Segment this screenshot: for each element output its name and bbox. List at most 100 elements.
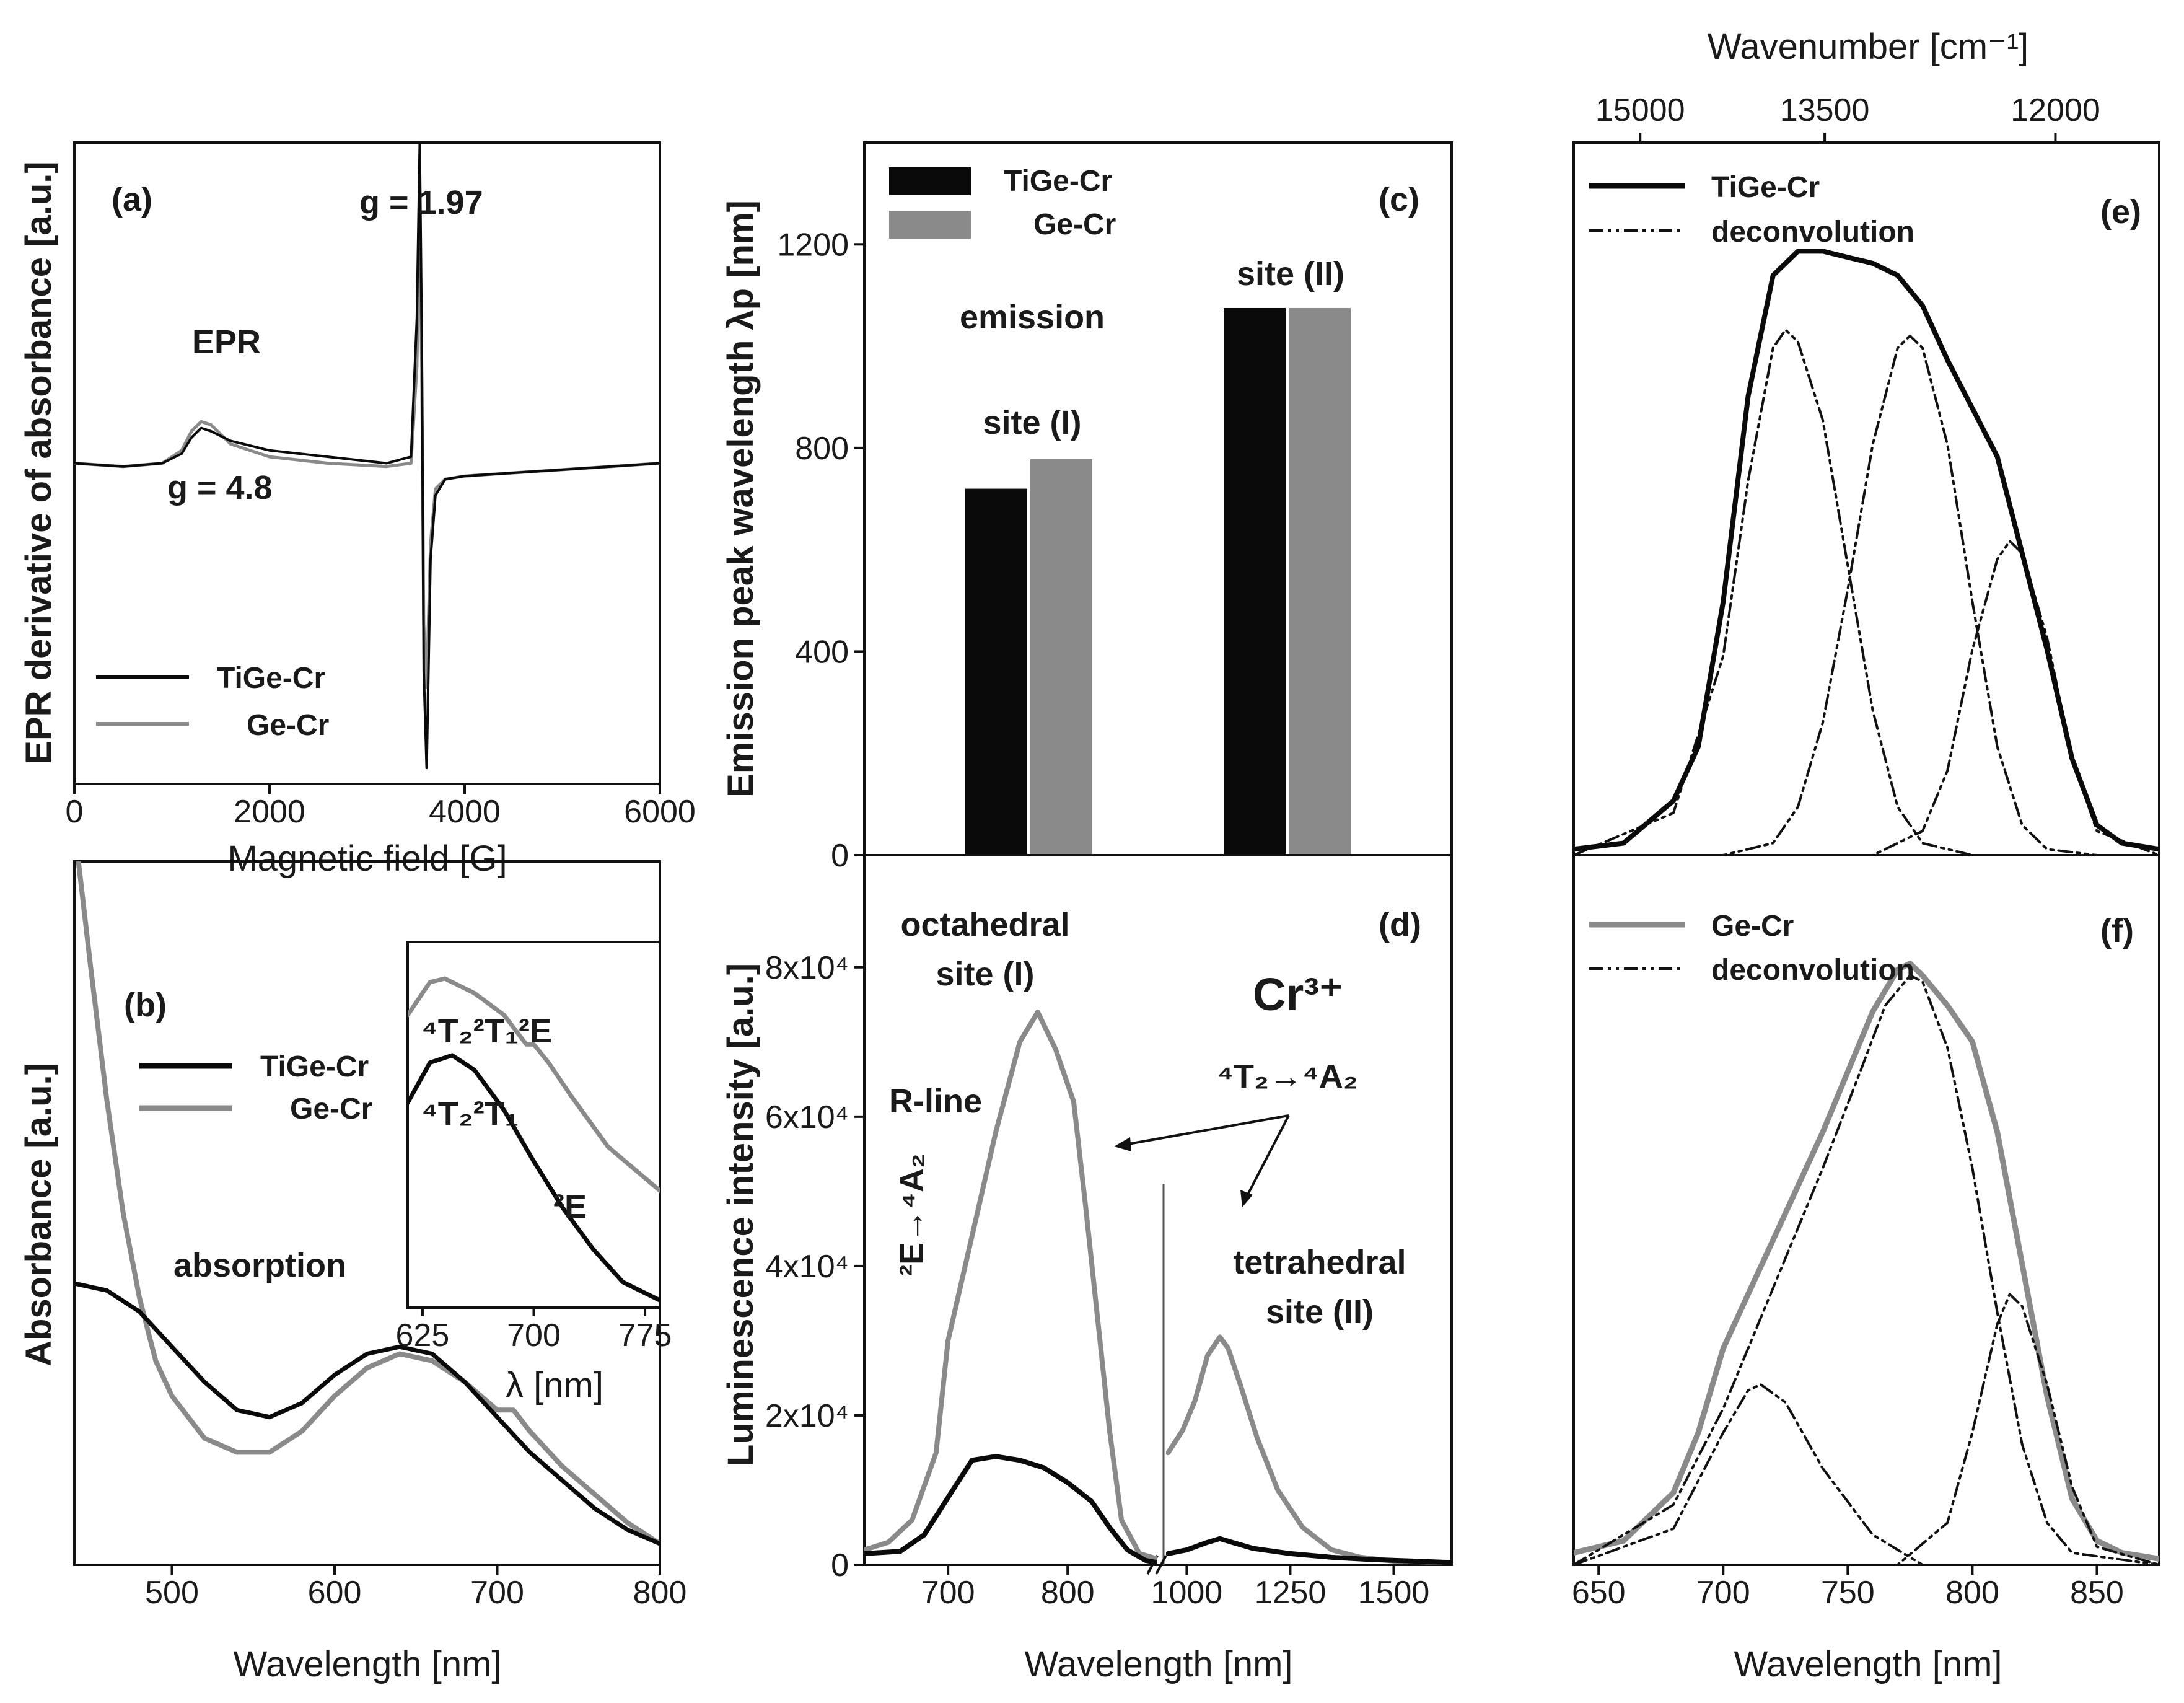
panel-f-x-ticks: 650 700 750 800 850 (1572, 1565, 2124, 1611)
bar-tige-cr-site-i (965, 488, 1027, 855)
legend-c-swatch-tige (889, 167, 971, 195)
legend-c-ge: Ge-Cr (1033, 208, 1116, 241)
deconv-f-series-ge-cr (1574, 961, 2159, 1562)
inset-label-tige: ⁴T₂²T₁ (421, 1095, 519, 1132)
emission-label: emission (960, 299, 1105, 336)
panel-b-ylabel: Absorbance [a.u.] (19, 1063, 59, 1366)
luminescence-left-series-tige-cr (864, 1454, 1157, 1565)
panel-f-series (1574, 961, 2159, 1565)
inset-frame (406, 941, 661, 1309)
panel-c: 0 400 800 1200 (c) TiGe-Cr Ge-Cr emission s… (721, 141, 1453, 874)
deconv-e-series-deconvolution-2 (1574, 334, 2159, 855)
legend-e-tige: TiGe-Cr (1711, 171, 1820, 204)
deconv-f-series-deconvolution-1 (1574, 1383, 2159, 1565)
luminescence-x-right-tick-label: 1250 (1255, 1575, 1327, 1611)
panel-a-x-ticks: 0 2000 4000 6000 (66, 784, 696, 830)
legend-f-deconv: deconvolution (1711, 954, 1914, 987)
legend-b-ge: Ge-Cr (290, 1093, 372, 1125)
luminescence-y-tick-label: 0 (831, 1547, 849, 1583)
panel-d-ylabel: Luminescence intensity [a.u.] (721, 963, 761, 1466)
octahedral-label: octahedral (900, 906, 1069, 943)
legend-c-swatch-ge (889, 211, 971, 239)
arrow-head-octahedral (1114, 1137, 1131, 1151)
panel-b-x-ticks: 500 600 700 800 (145, 1565, 686, 1611)
inset-x-tick-label: 625 (396, 1318, 450, 1353)
wavenumber-tick-label: 13500 (1780, 92, 1870, 128)
cr3-ion-label: Cr³⁺ (1253, 969, 1343, 1020)
deconv-x-tick-label: 700 (1696, 1575, 1750, 1611)
panel-c-frame (863, 141, 1453, 856)
deconv-x-tick-label: 850 (2070, 1575, 2124, 1611)
deconv-f-series-deconvolution-3 (1574, 1293, 2159, 1565)
absorption-label: absorption (173, 1247, 346, 1284)
r-line-label: R-line (889, 1083, 982, 1120)
panel-b-series (74, 861, 660, 1546)
luminescence-x-right-tick-label: 1500 (1358, 1575, 1430, 1611)
arrow-head-tetrahedral (1240, 1190, 1253, 1207)
panel-b: 500 600 700 800 (b) TiGe-Cr Ge-Cr absorptio… (19, 860, 686, 1684)
luminescence-right-series-tige-cr (1166, 1536, 1452, 1565)
luminescence-x-right-tick-label: 1000 (1151, 1575, 1223, 1611)
inset-series-tige-cr (408, 1053, 660, 1303)
panel-d-left-series (864, 1010, 1157, 1565)
panel-e-top-axis-label: Wavenumber [cm⁻¹] (1708, 27, 2028, 67)
wavenumber-tick-label: 12000 (2011, 92, 2100, 128)
absorption-series-ge-cr (76, 861, 660, 1546)
panel-b-label: (b) (124, 987, 167, 1024)
bar-ge-cr-site-i (1030, 459, 1092, 855)
luminescence-left-series-ge-cr (864, 1010, 1157, 1562)
inset-series (408, 976, 660, 1303)
luminescence-y-tick-label: 4x10⁴ (765, 1249, 849, 1285)
panel-b-xlabel: Wavelength [nm] (233, 1644, 501, 1684)
tetra-transition-label: ⁴T₂→⁴A₂ (1217, 1058, 1357, 1095)
luminescence-x-left-tick-label: 800 (1041, 1575, 1095, 1611)
panel-a: 0 2000 4000 6000 (a) EPR g = 1.97 g = 4.8 T… (19, 141, 696, 879)
legend-a-tige: TiGe-Cr (217, 662, 325, 695)
g-197-label: g = 1.97 (359, 184, 483, 221)
panel-e: 15000 13500 12000 (e) TiGe-Cr deconvolutio… (1572, 27, 2160, 856)
panel-f-label: (f) (2100, 912, 2134, 949)
site-ii-label: site (II) (1237, 255, 1344, 293)
bar-tige-cr-site-ii (1224, 307, 1286, 855)
panel-c-label: (c) (1379, 181, 1419, 218)
inset-xlabel: λ [nm] (506, 1365, 603, 1406)
absorption-series-tige-cr (74, 1281, 660, 1546)
epr-x-tick-label: 4000 (429, 794, 501, 830)
emission-y-tick-label: 0 (831, 838, 849, 874)
epr-series-tige-cr (74, 143, 660, 770)
absorption-x-tick-label: 800 (633, 1575, 687, 1611)
panel-f-frame (1572, 854, 2160, 1566)
axis-break-mark-2 (1155, 1555, 1167, 1575)
panel-d: 700 800 1000 1250 150002x10⁴4x10⁴6x10⁴8x10⁴ … (721, 854, 1453, 1684)
inset-series-ge-cr (408, 976, 660, 1193)
inset-x-tick-label: 775 (618, 1318, 672, 1353)
panel-d-ticks: 700 800 1000 1250 1500 0 2x10⁴ 4x10⁴ 6x10⁴ 8x10⁴ (765, 950, 1429, 1611)
luminescence-y-tick-label: 6x10⁴ (765, 1099, 849, 1135)
luminescence-y-tick-label: 2x10⁴ (765, 1398, 849, 1434)
inset-x-tick-label: 700 (507, 1318, 561, 1353)
panel-f: 650 700 750 800 850 (f) Ge-Cr deconvolution … (1572, 854, 2160, 1684)
deconv-x-tick-label: 800 (1945, 1575, 1999, 1611)
panel-e-label: (e) (2100, 193, 2141, 231)
luminescence-y-tick-label: 8x10⁴ (765, 950, 849, 986)
panel-d-label: (d) (1379, 906, 1421, 943)
legend-c-tige: TiGe-Cr (1004, 165, 1112, 198)
octahedral-site-label: site (I) (936, 956, 1034, 993)
panel-a-label: (a) (112, 181, 152, 218)
panel-b-inset: 625 700 775 ⁴T₂²T₁²E ⁴T₂²T₁ ²E λ [nm] (396, 941, 672, 1406)
deconv-x-tick-label: 750 (1821, 1575, 1875, 1611)
r-line-transition-label: ²E→⁴A₂ (893, 1153, 931, 1276)
panel-f-xlabel: Wavelength [nm] (1734, 1644, 2002, 1684)
panel-a-ylabel: EPR derivative of absorbance [a.u.] (19, 161, 59, 764)
epr-x-tick-label: 6000 (624, 794, 696, 830)
deconv-e-series-deconvolution-1 (1574, 328, 2159, 855)
emission-y-tick-label: 1200 (777, 227, 849, 263)
panel-d-frame (863, 854, 1453, 1566)
absorption-x-tick-label: 500 (145, 1575, 199, 1611)
legend-e-deconv: deconvolution (1711, 216, 1914, 249)
arrow-to-tetrahedral (1244, 1115, 1290, 1200)
absorption-x-tick-label: 700 (470, 1575, 524, 1611)
emission-y-tick-label: 400 (795, 634, 849, 670)
g-48-label: g = 4.8 (167, 469, 273, 506)
